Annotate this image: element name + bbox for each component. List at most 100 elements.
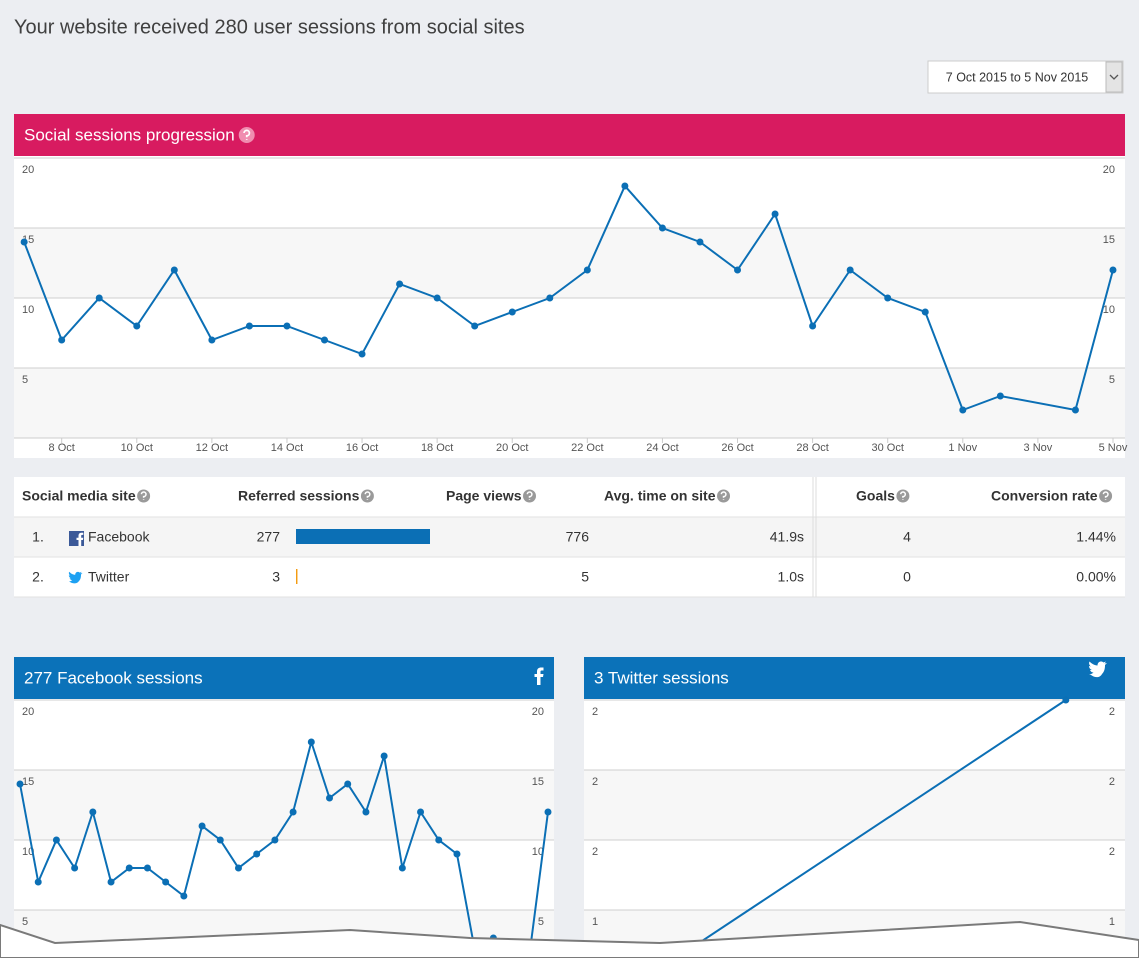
column-header: Avg. time on site	[604, 488, 716, 504]
grid-band	[14, 368, 1125, 438]
panel-header	[14, 114, 1125, 156]
data-point	[107, 878, 115, 886]
y-tick-label: 5	[22, 916, 28, 928]
column-header: Conversion rate	[991, 488, 1098, 504]
site-name: Twitter	[88, 569, 130, 585]
x-tick-label: 30 Oct	[872, 442, 904, 454]
grid-band	[584, 770, 1125, 840]
x-tick-label: 12 Oct	[196, 442, 228, 454]
y-tick-label-right: 20	[1103, 164, 1115, 176]
x-tick-label: 3 Nov	[1024, 442, 1053, 454]
data-point	[216, 836, 224, 844]
data-point	[362, 808, 370, 816]
data-point	[180, 892, 188, 900]
x-tick-label: 16 Oct	[346, 442, 378, 454]
data-point	[234, 864, 242, 872]
page-title: Your website received 280 user sessions …	[14, 16, 525, 38]
x-tick-label: 18 Oct	[421, 442, 453, 454]
data-point	[508, 308, 516, 316]
series-line	[674, 699, 1067, 958]
help-glyph	[899, 491, 907, 500]
goals: 0	[903, 569, 911, 585]
y-tick-label: 2	[592, 776, 598, 788]
y-tick-label-right: 20	[532, 706, 544, 718]
grid-band	[14, 228, 1125, 298]
data-point	[959, 406, 967, 414]
column-header: Page views	[446, 488, 522, 504]
panel-title: 277 Facebook sessions	[24, 668, 203, 687]
date-dropdown[interactable]	[1105, 61, 1123, 93]
facebook-glyph	[76, 532, 84, 546]
twitter-icon	[68, 571, 83, 584]
panel-header	[14, 657, 554, 699]
column-header: Referred sessions	[238, 488, 360, 504]
data-point	[125, 864, 133, 872]
y-tick-label-right: 15	[532, 776, 544, 788]
column-header: Social media site	[22, 488, 136, 504]
data-point	[358, 350, 366, 358]
x-tick-label: 20 Oct	[496, 442, 528, 454]
avg-time: 41.9s	[770, 529, 804, 545]
column-header: Goals	[856, 488, 895, 504]
dropdown-arrow	[1109, 74, 1119, 80]
data-point	[95, 294, 103, 302]
x-tick-label: 1 Nov	[948, 442, 977, 454]
data-point	[546, 294, 554, 302]
data-point	[734, 266, 742, 274]
data-point	[143, 864, 151, 872]
date-picker[interactable]	[927, 60, 1124, 94]
data-point	[344, 780, 352, 788]
referred-sessions: 3	[272, 569, 280, 585]
data-point	[453, 850, 461, 858]
y-tick-label: 1	[592, 916, 598, 928]
data-point	[289, 808, 297, 816]
y-tick-label-right: 10	[532, 846, 544, 858]
data-point	[245, 322, 253, 330]
data-point	[435, 836, 443, 844]
rank: 2.	[32, 569, 44, 585]
data-point	[208, 336, 216, 344]
facebook-icon	[534, 667, 544, 685]
data-point	[921, 308, 929, 316]
data-point	[696, 238, 704, 246]
data-point	[583, 266, 591, 274]
help-glyph	[720, 491, 727, 500]
data-point	[658, 224, 666, 232]
referred-sessions: 277	[257, 529, 281, 545]
y-tick-label: 2	[592, 846, 598, 858]
data-point	[1109, 266, 1117, 274]
panel-title: Social sessions progression	[24, 125, 235, 144]
data-point	[253, 850, 261, 858]
data-point	[133, 322, 141, 330]
data-point	[71, 864, 79, 872]
data-point	[1062, 696, 1070, 704]
data-point	[162, 878, 170, 886]
x-tick-label: 26 Oct	[721, 442, 753, 454]
data-point	[433, 294, 441, 302]
help-glyph	[364, 491, 371, 500]
y-tick-label: 20	[22, 706, 34, 718]
help-glyph	[140, 491, 147, 500]
grid-band	[14, 770, 554, 840]
y-tick-label: 5	[22, 374, 28, 386]
data-point	[58, 336, 66, 344]
conversion-rate: 0.00%	[1076, 569, 1116, 585]
conversion-rate: 1.44%	[1076, 529, 1116, 545]
data-point	[417, 808, 425, 816]
x-tick-label: 22 Oct	[571, 442, 603, 454]
data-point	[884, 294, 892, 302]
torn-edge	[0, 920, 1139, 958]
y-tick-label: 10	[22, 304, 34, 316]
page-views: 5	[581, 569, 589, 585]
y-tick-label-right: 5	[1109, 374, 1115, 386]
y-tick-label-right: 2	[1109, 776, 1115, 788]
data-point	[52, 836, 60, 844]
data-point	[271, 836, 279, 844]
site-name: Facebook	[88, 529, 150, 545]
data-point	[326, 794, 334, 802]
x-tick-label: 5 Nov	[1099, 442, 1128, 454]
panel-title: 3 Twitter sessions	[594, 668, 729, 687]
y-tick-label: 2	[592, 706, 598, 718]
data-point	[996, 392, 1004, 400]
